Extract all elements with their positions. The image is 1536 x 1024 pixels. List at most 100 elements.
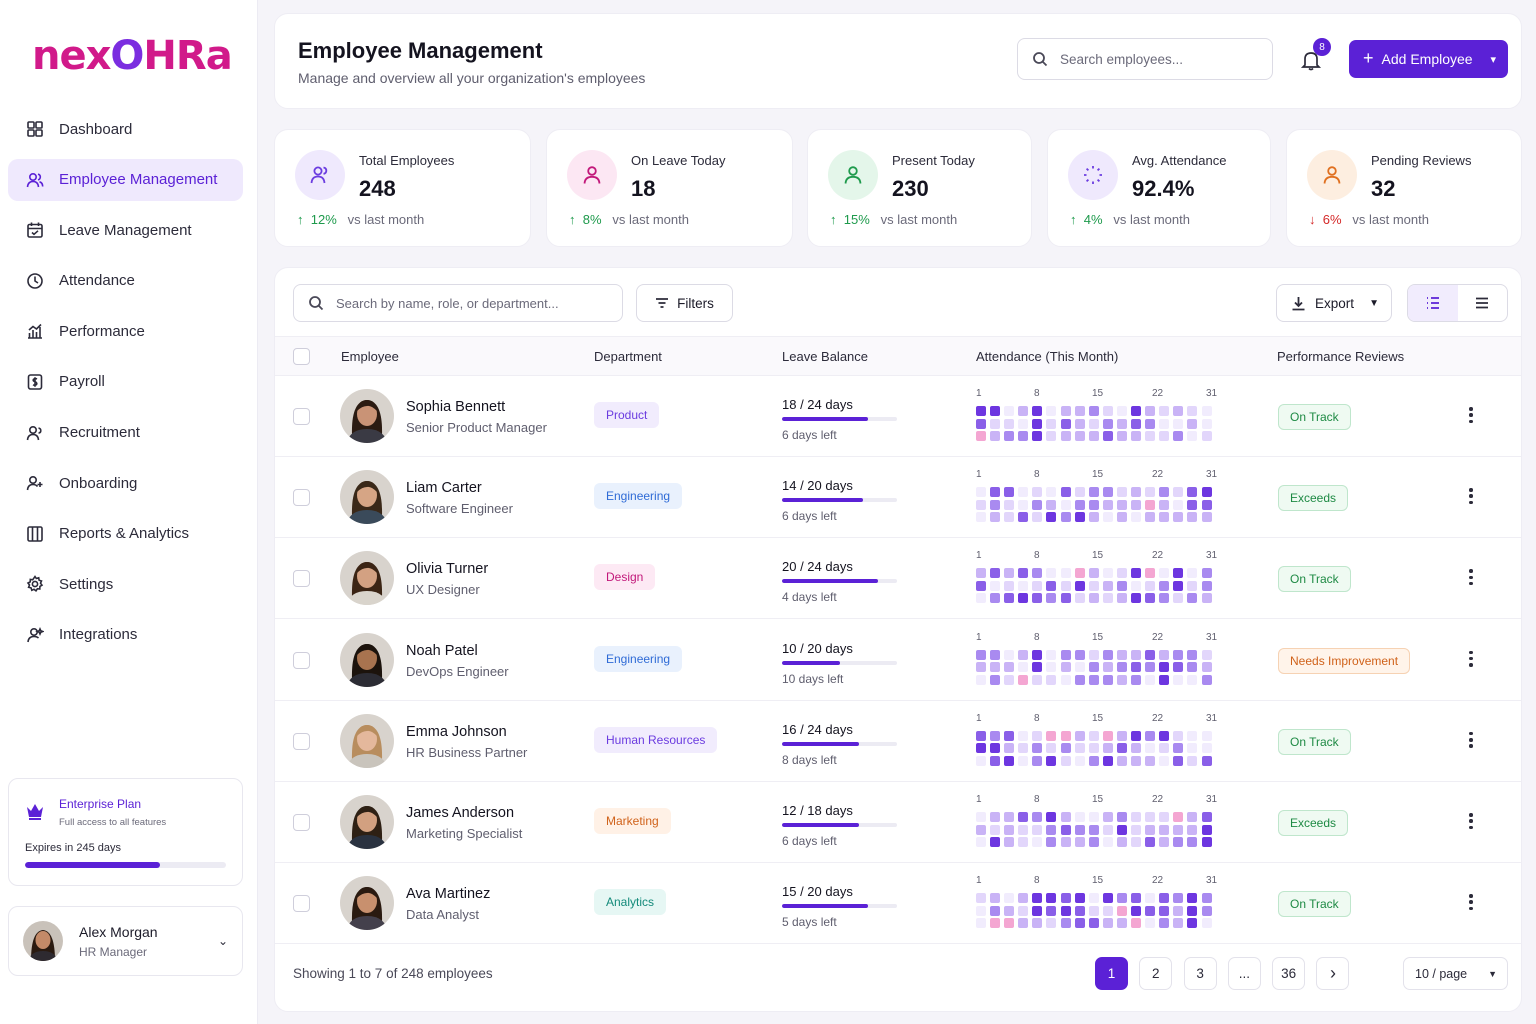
- compact-view-button[interactable]: [1458, 285, 1508, 321]
- row-checkbox[interactable]: [293, 814, 310, 831]
- attendance-day-cell: [1131, 743, 1142, 754]
- attendance-day-cell: [1102, 568, 1113, 579]
- sidebar-item-performance[interactable]: Performance: [8, 310, 243, 352]
- row-checkbox[interactable]: [293, 895, 310, 913]
- employee-name[interactable]: Olivia Turner: [406, 561, 489, 578]
- stat-card-pending-reviews[interactable]: Pending Reviews 32 ↓ 6% vs last month: [1286, 129, 1522, 247]
- row-checkbox[interactable]: [293, 408, 310, 425]
- attendance-day-cell: [976, 499, 986, 510]
- attendance-heatmap[interactable]: 1 8 15 22 31: [976, 388, 1217, 448]
- day-tick: 15: [1092, 469, 1104, 481]
- leave-balance: 15 / 20 days: [782, 884, 853, 900]
- attendance-day-cell: [1032, 893, 1043, 904]
- attendance-heatmap[interactable]: 1 8 15 22 31: [976, 794, 1217, 854]
- attendance-day-cell: [976, 487, 986, 498]
- page-button[interactable]: 2: [1139, 957, 1173, 990]
- row-checkbox[interactable]: [293, 732, 310, 750]
- stat-trend-suffix: vs last month: [1352, 212, 1429, 227]
- employee-name[interactable]: Liam Carter: [406, 480, 482, 497]
- table-row[interactable]: Ava Martinez Data Analyst Analytics 15 / 20…: [275, 863, 1521, 945]
- attendance-heatmap[interactable]: 1 8 15 22 31: [976, 550, 1217, 610]
- attendance-day-cell: [1004, 406, 1015, 416]
- attendance-day-cell: [1173, 905, 1184, 916]
- col-department[interactable]: Department: [594, 349, 662, 364]
- table-row[interactable]: Noah Patel DevOps Engineer Engineering 10 /…: [275, 620, 1521, 701]
- more-actions-icon[interactable]: [1467, 891, 1475, 913]
- attendance-day-cell: [1145, 649, 1156, 660]
- employee-name[interactable]: Noah Patel: [406, 642, 478, 659]
- attendance-day-cell: [1145, 812, 1156, 822]
- sidebar-item-payroll[interactable]: Payroll: [8, 361, 243, 403]
- employee-name[interactable]: Sophia Bennett: [406, 399, 506, 415]
- col-performance[interactable]: Performance Reviews: [1277, 349, 1405, 364]
- stat-icon: [567, 150, 617, 200]
- stat-card-on-leave-today[interactable]: On Leave Today 18 ↑ 8% vs last month: [546, 129, 793, 247]
- col-leave-balance[interactable]: Leave Balance: [782, 349, 869, 364]
- sidebar-item-settings[interactable]: Settings: [8, 563, 243, 605]
- day-tick: 22: [1152, 388, 1164, 399]
- more-actions-icon[interactable]: [1467, 648, 1475, 670]
- attendance-day-cell: [1088, 743, 1099, 754]
- table-row[interactable]: Sophia Bennett Senior Product Manager Prod…: [275, 376, 1521, 457]
- filters-button[interactable]: Filters: [636, 284, 733, 322]
- table-row[interactable]: James Anderson Marketing Specialist Market…: [275, 782, 1521, 863]
- employee-name[interactable]: James Anderson: [406, 805, 515, 821]
- attendance-day-cell: [1032, 499, 1043, 510]
- notifications-button[interactable]: 8: [1291, 38, 1331, 80]
- export-button[interactable]: Export ▼: [1276, 284, 1392, 322]
- attendance-day-cell: [1145, 487, 1156, 498]
- stat-trend: ↑ 12% vs last month: [297, 212, 424, 227]
- plan-card[interactable]: Enterprise Plan Full access to all featu…: [8, 778, 243, 886]
- table-row[interactable]: Liam Carter Software Engineer Engineering 1…: [275, 457, 1521, 539]
- sidebar-item-leave-management[interactable]: Leave Management: [8, 209, 243, 251]
- attendance-day-cell: [1102, 662, 1113, 673]
- attendance-day-cell: [1074, 918, 1085, 929]
- employee-name[interactable]: Emma Johnson: [406, 723, 507, 740]
- col-employee[interactable]: Employee: [341, 349, 399, 364]
- sidebar-item-dashboard[interactable]: Dashboard: [8, 108, 243, 150]
- attendance-day-cell: [1102, 487, 1113, 498]
- attendance-heatmap[interactable]: 1 8 15 22 31: [976, 875, 1217, 935]
- list-view-button[interactable]: [1408, 285, 1458, 321]
- sidebar-item-integrations[interactable]: Integrations: [8, 614, 243, 656]
- add-employee-button[interactable]: + Add Employee ▾: [1349, 40, 1508, 78]
- row-checkbox[interactable]: [293, 570, 310, 588]
- page-button[interactable]: ...: [1227, 957, 1261, 990]
- row-checkbox[interactable]: [293, 489, 310, 507]
- brand-logo[interactable]: nexOHRa: [32, 33, 233, 79]
- page-button[interactable]: 1: [1095, 957, 1128, 990]
- sidebar-item-employee-management[interactable]: Employee Management: [8, 158, 243, 201]
- select-all-checkbox[interactable]: [293, 348, 310, 365]
- attendance-day-cell: [1046, 824, 1057, 835]
- sidebar-item-reports-analytics[interactable]: Reports & Analytics: [8, 513, 243, 555]
- attendance-heatmap[interactable]: 1 8 15 22 31: [976, 713, 1217, 773]
- attendance-heatmap[interactable]: 1 8 15 22 31: [976, 632, 1217, 692]
- per-page-select[interactable]: 10 / page ▼: [1403, 957, 1508, 990]
- page-button[interactable]: 3: [1183, 957, 1217, 990]
- stat-card-present-today[interactable]: Present Today 230 ↑ 15% vs last month: [807, 129, 1032, 247]
- user-menu[interactable]: Alex Morgan HR Manager ⌄: [8, 906, 243, 976]
- attendance-day-cell: [1187, 568, 1198, 579]
- more-actions-icon[interactable]: [1467, 566, 1475, 588]
- more-actions-icon[interactable]: [1467, 729, 1475, 751]
- more-actions-icon[interactable]: [1467, 485, 1475, 507]
- table-row[interactable]: Olivia Turner UX Designer Design 20 / 24 da…: [275, 538, 1521, 620]
- more-actions-icon[interactable]: [1467, 404, 1475, 426]
- stat-card-total-employees[interactable]: Total Employees 248 ↑ 12% vs last month: [274, 129, 531, 247]
- employee-name[interactable]: Ava Martinez: [406, 886, 491, 903]
- page-button[interactable]: 36: [1272, 957, 1306, 990]
- sidebar-item-attendance[interactable]: Attendance: [8, 260, 243, 302]
- stat-card-avg-attendance[interactable]: Avg. Attendance 92.4% ↑ 4% vs last month: [1047, 129, 1271, 247]
- table-search-input[interactable]: Search by name, role, or department...: [293, 284, 623, 322]
- attendance-day-cell: [1074, 893, 1085, 904]
- employee-search-input[interactable]: Search employees...: [1017, 38, 1273, 80]
- chevron-right-icon[interactable]: ›: [1316, 957, 1350, 990]
- sidebar-item-onboarding[interactable]: Onboarding: [8, 462, 243, 504]
- row-checkbox[interactable]: [293, 651, 310, 669]
- col-attendance[interactable]: Attendance (This Month): [976, 349, 1119, 364]
- table-row[interactable]: Emma Johnson HR Business Partner Human Res…: [275, 701, 1521, 782]
- attendance-heatmap[interactable]: 1 8 15 22 31: [976, 469, 1217, 529]
- sidebar-item-recruitment[interactable]: Recruitment: [8, 412, 243, 454]
- more-actions-icon[interactable]: [1467, 810, 1475, 832]
- attendance-day-cell: [1004, 431, 1015, 441]
